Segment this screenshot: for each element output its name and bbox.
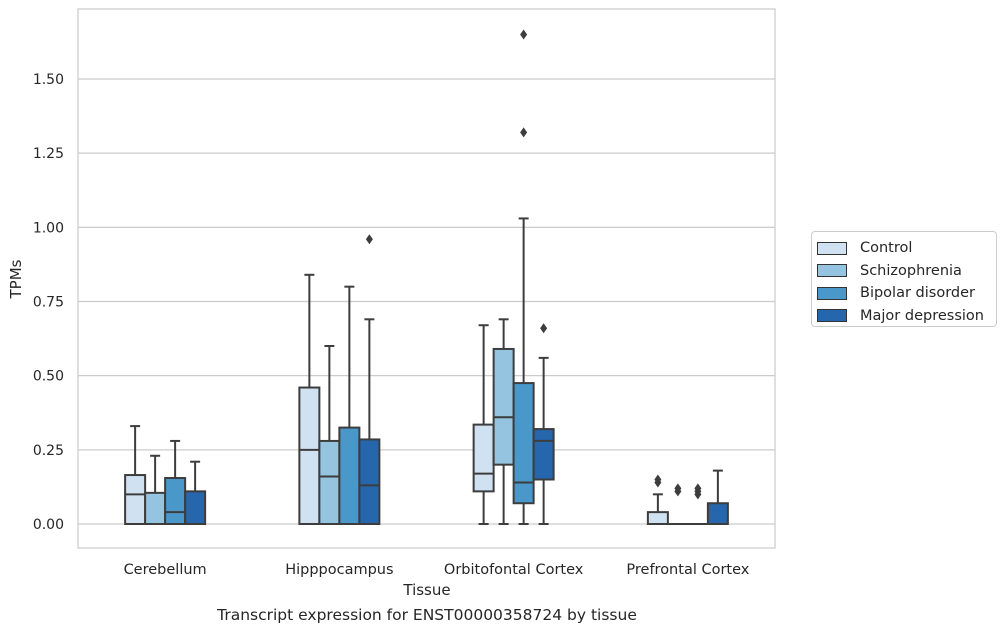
chart-caption: Transcript expression for ENST0000035872…	[217, 606, 637, 624]
legend-label-schizophrenia: Schizophrenia	[860, 262, 962, 279]
box-iqr	[706, 502, 729, 526]
legend-swatch-schizophrenia	[817, 264, 847, 278]
x-axis-ticks: Cerebellum Hipppocampus Orbitofontal Corte…	[124, 562, 750, 578]
y-tick-label: 0.50	[33, 369, 64, 385]
box-iqr	[318, 439, 341, 525]
box-schizophrenia	[144, 454, 167, 526]
y-tick-label: 0.00	[33, 517, 64, 533]
gridlines	[78, 78, 775, 525]
outlier-point	[365, 234, 373, 245]
legend-item-control: Control	[817, 237, 996, 260]
legend-item-major-depression: Major depression	[817, 305, 996, 328]
legend-label-control: Control	[860, 240, 913, 257]
box-bipolar-disorder	[338, 285, 361, 526]
box-iqr	[532, 428, 555, 481]
legend-label-major-depression: Major depression	[860, 307, 984, 324]
box-iqr	[492, 347, 515, 466]
box-major-depression	[532, 323, 555, 525]
box-control	[298, 273, 321, 525]
legend-swatch-major-depression	[817, 309, 847, 323]
box-iqr	[472, 423, 495, 493]
box-major-depression	[184, 460, 207, 526]
x-axis-label: Tissue	[402, 581, 450, 599]
outlier-point	[654, 474, 662, 485]
box-major-depression	[358, 234, 381, 526]
box-iqr	[164, 477, 187, 525]
box-schizophrenia	[318, 345, 341, 525]
legend-item-bipolar-disorder: Bipolar disorder	[817, 282, 996, 305]
plot-area-frame	[77, 8, 776, 549]
legend-label-bipolar-disorder: Bipolar disorder	[860, 285, 975, 302]
y-tick-label: 1.00	[33, 220, 64, 236]
box-major-depression	[706, 469, 729, 526]
box-control	[646, 474, 669, 526]
x-tick-label: Prefrontal Cortex	[626, 562, 749, 578]
box-iqr	[338, 426, 361, 526]
x-tick-label: Orbitofontal Cortex	[444, 562, 584, 578]
box-iqr	[184, 490, 207, 526]
legend-item-schizophrenia: Schizophrenia	[817, 260, 996, 283]
box-control	[124, 425, 147, 525]
box-iqr	[512, 382, 535, 505]
y-tick-label: 0.75	[33, 295, 64, 311]
box-iqr	[298, 386, 321, 525]
box-bipolar-disorder	[164, 439, 187, 525]
outlier-point	[694, 483, 702, 494]
box-iqr	[144, 491, 167, 526]
box-bipolar-disorder	[512, 29, 535, 525]
box-iqr	[646, 511, 669, 526]
legend: Control Schizophrenia Bipolar disorder M…	[811, 231, 997, 327]
box-schizophrenia	[492, 318, 515, 525]
outlier-point	[540, 323, 548, 334]
box-iqr	[358, 438, 381, 526]
box-bipolar-disorder	[686, 483, 709, 526]
x-tick-label: Cerebellum	[124, 562, 207, 578]
box-control	[472, 324, 495, 525]
box-iqr	[124, 474, 147, 525]
y-axis-label: TPMs	[7, 259, 25, 299]
outlier-point	[674, 483, 682, 494]
y-tick-label: 1.25	[33, 146, 64, 162]
x-tick-label: Hipppocampus	[285, 562, 393, 578]
box-schizophrenia	[666, 483, 689, 526]
y-axis-ticks: 0.00 0.25 0.50 0.75 1.00 1.25 1.50	[33, 72, 64, 533]
legend-swatch-bipolar-disorder	[817, 286, 847, 300]
legend-swatch-control	[817, 241, 847, 255]
boxes	[124, 29, 729, 526]
outlier-point	[520, 127, 528, 138]
y-tick-label: 0.25	[33, 443, 64, 459]
outlier-point	[520, 29, 528, 40]
y-tick-label: 1.50	[33, 72, 64, 88]
